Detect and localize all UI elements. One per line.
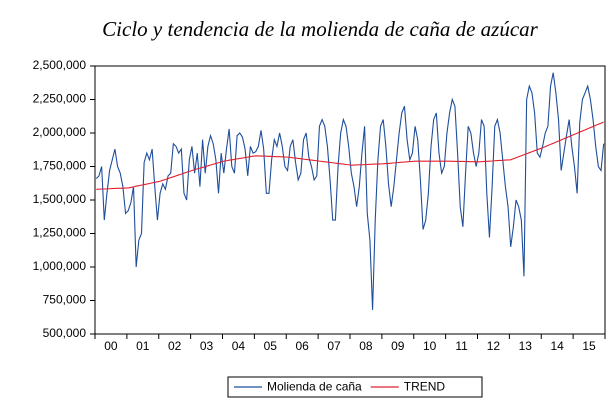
x-tick-label: 10 <box>423 339 437 353</box>
y-tick-label: 1,250,000 <box>33 226 87 240</box>
x-tick-label: 13 <box>519 339 533 353</box>
x-tick-label: 08 <box>359 339 373 353</box>
x-tick-label: 12 <box>487 339 501 353</box>
legend-label: Molienda de caña <box>267 380 362 394</box>
x-tick-label: 02 <box>168 339 182 353</box>
y-tick-label: 500,000 <box>43 326 87 340</box>
x-tick-label: 01 <box>136 339 150 353</box>
y-tick-label: 2,500,000 <box>33 58 87 72</box>
plot-frame <box>94 65 606 335</box>
x-tick-label: 03 <box>200 339 214 353</box>
y-tick-label: 2,000,000 <box>33 125 87 139</box>
x-tick-label: 11 <box>455 339 468 353</box>
legend-label: TREND <box>404 380 446 394</box>
y-tick-label: 2,250,000 <box>33 92 87 106</box>
y-tick-label: 1,000,000 <box>33 259 87 273</box>
series-line <box>96 121 604 190</box>
series-line <box>95 72 605 310</box>
x-tick-label: 14 <box>551 339 565 353</box>
x-tick-label: 05 <box>264 339 278 353</box>
chart-title: Ciclo y tendencia de la molienda de caña… <box>102 17 538 41</box>
x-tick-label: 07 <box>327 339 341 353</box>
x-tick-label: 00 <box>104 339 118 353</box>
y-tick-label: 750,000 <box>43 293 87 307</box>
y-tick-label: 1,750,000 <box>33 159 87 173</box>
x-tick-label: 06 <box>296 339 310 353</box>
x-tick-label: 04 <box>232 339 246 353</box>
legend-box <box>227 376 483 398</box>
x-tick-label: 09 <box>391 339 405 353</box>
x-tick-label: 15 <box>582 339 596 353</box>
y-tick-label: 1,500,000 <box>33 192 87 206</box>
